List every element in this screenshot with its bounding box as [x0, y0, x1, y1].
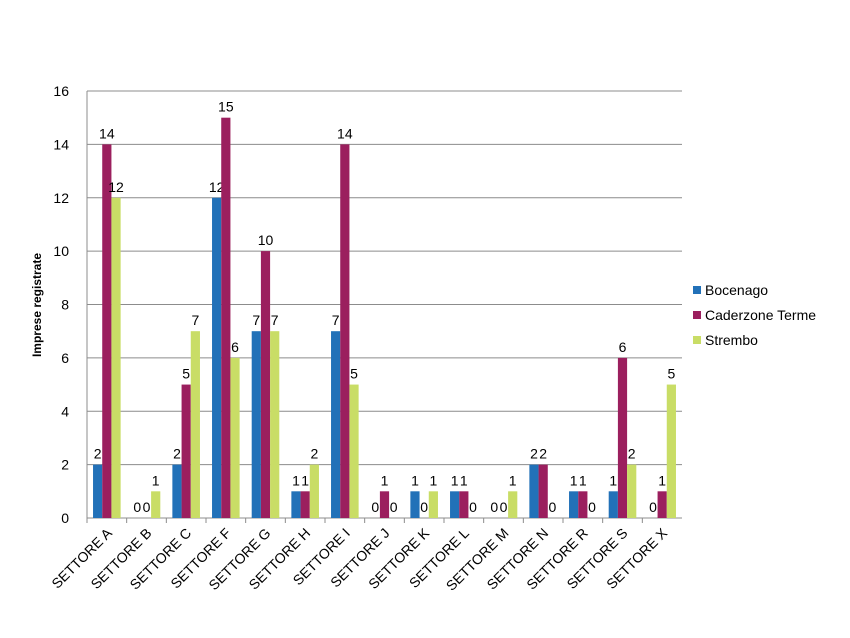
bar-strembo	[190, 331, 200, 518]
data-label: 0	[490, 499, 498, 515]
bar-strembo	[270, 331, 280, 518]
data-label: 0	[371, 499, 379, 515]
y-axis-title: Imprese registrate	[30, 253, 44, 357]
data-label: 1	[509, 472, 517, 488]
legend-swatch	[693, 336, 701, 344]
y-tick-label: 12	[53, 190, 69, 206]
bar-caderzone-terme	[459, 491, 469, 518]
data-label: 0	[548, 499, 556, 515]
bar-caderzone-terme	[221, 117, 231, 518]
bar-caderzone-terme	[657, 491, 667, 518]
data-label: 7	[252, 312, 260, 328]
y-tick-label: 16	[53, 83, 69, 99]
legend-label: Bocenago	[705, 282, 768, 298]
data-label: 2	[94, 446, 102, 462]
y-tick-label: 14	[53, 136, 69, 152]
bar-bocenago	[608, 491, 618, 518]
bar-strembo	[508, 491, 518, 518]
data-label: 1	[301, 472, 309, 488]
data-label: 0	[469, 499, 477, 515]
bar-caderzone-terme	[538, 464, 548, 518]
bar-bocenago	[251, 331, 261, 518]
data-label: 14	[99, 125, 115, 141]
bar-bocenago	[450, 491, 460, 518]
data-label: 7	[332, 312, 340, 328]
data-label: 1	[658, 472, 666, 488]
bar-strembo	[666, 384, 676, 518]
bar-bocenago	[529, 464, 539, 518]
bar-strembo	[230, 357, 240, 518]
y-tick-label: 2	[61, 457, 69, 473]
data-label: 0	[133, 499, 141, 515]
y-tick-label: 8	[61, 297, 69, 313]
bar-strembo	[111, 197, 121, 518]
bar-strembo	[309, 464, 319, 518]
bar-bocenago	[569, 491, 579, 518]
data-label: 0	[143, 499, 151, 515]
data-label: 1	[429, 472, 437, 488]
data-label: 1	[609, 472, 617, 488]
data-label: 6	[231, 339, 239, 355]
data-label: 2	[310, 446, 318, 462]
y-tick-label: 4	[61, 403, 69, 419]
bar-strembo	[151, 491, 161, 518]
bar-bocenago	[172, 464, 182, 518]
bar-strembo	[627, 464, 637, 518]
data-label: 1	[570, 472, 578, 488]
data-label: 1	[411, 472, 419, 488]
data-label: 2	[628, 446, 636, 462]
data-label: 1	[152, 472, 160, 488]
bar-caderzone-terme	[300, 491, 310, 518]
data-label: 5	[182, 366, 190, 382]
bar-caderzone-terme	[260, 251, 271, 518]
data-label: 14	[337, 125, 353, 141]
data-label: 1	[381, 472, 389, 488]
data-label: 6	[619, 339, 627, 355]
data-label: 2	[539, 446, 547, 462]
data-label: 7	[191, 312, 199, 328]
data-label: 1	[579, 472, 587, 488]
y-tick-label: 0	[61, 510, 69, 526]
legend-swatch	[693, 311, 701, 319]
data-label: 7	[271, 312, 279, 328]
data-label: 10	[258, 232, 274, 248]
bar-caderzone-terme	[379, 491, 390, 518]
bar-strembo	[428, 491, 438, 518]
data-label: 12	[209, 179, 225, 195]
data-label: 0	[588, 499, 596, 515]
legend-label: Caderzone Terme	[705, 307, 816, 323]
data-label: 1	[460, 472, 468, 488]
data-label: 0	[420, 499, 428, 515]
y-tick-label: 10	[53, 243, 69, 259]
data-label: 2	[530, 446, 538, 462]
bar-caderzone-terme	[340, 144, 350, 518]
bar-caderzone-terme	[617, 357, 628, 518]
bar-strembo	[349, 384, 359, 518]
data-label: 12	[108, 179, 124, 195]
legend-label: Strembo	[705, 332, 758, 348]
bar-caderzone-terme	[181, 384, 191, 518]
data-label: 2	[173, 446, 181, 462]
data-label: 15	[218, 99, 234, 115]
legend-swatch	[693, 286, 701, 294]
data-label: 0	[390, 499, 398, 515]
bar-bocenago	[331, 331, 341, 518]
bar-caderzone-terme	[102, 144, 112, 518]
bar-bocenago	[93, 464, 103, 518]
bar-bocenago	[212, 197, 222, 518]
data-label: 0	[500, 499, 508, 515]
y-tick-label: 6	[61, 350, 69, 366]
data-label: 0	[649, 499, 657, 515]
data-label: 5	[667, 366, 675, 382]
bar-caderzone-terme	[578, 491, 588, 518]
bar-bocenago	[410, 491, 420, 518]
data-label: 5	[350, 366, 358, 382]
data-label: 1	[451, 472, 459, 488]
data-label: 1	[292, 472, 300, 488]
bar-bocenago	[291, 491, 301, 518]
